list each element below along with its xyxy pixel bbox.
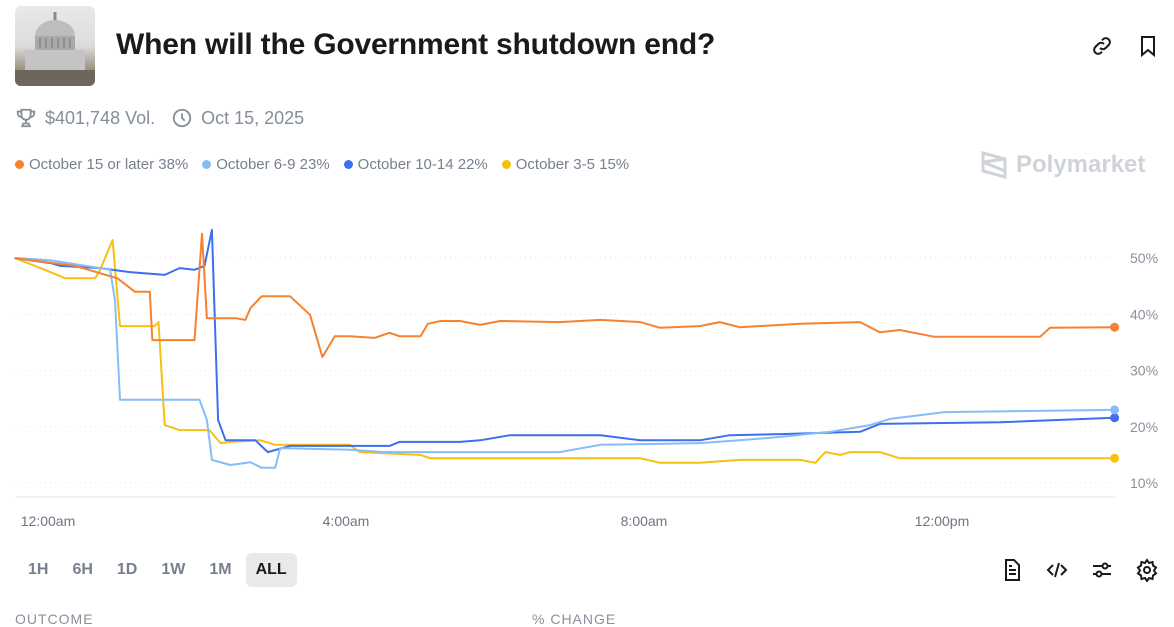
- legend-item: October 6-9 23%: [202, 156, 330, 173]
- series-line-october-3-5: [14, 239, 1115, 464]
- sliders-icon[interactable]: [1090, 558, 1114, 582]
- y-tick-label: 20%: [1130, 419, 1158, 435]
- legend-dot: [501, 160, 511, 169]
- bookmark-icon[interactable]: [1136, 34, 1160, 58]
- code-icon[interactable]: [1045, 558, 1069, 582]
- time-range-selector: 1H 6H 1D 1W 1M ALL: [18, 553, 297, 587]
- series-line-october-15-or-later: [14, 232, 1115, 358]
- legend-label: October 10-14 22%: [357, 156, 488, 173]
- series-end-dot: [1110, 322, 1120, 332]
- y-tick-label: 30%: [1130, 363, 1158, 379]
- legend-dot: [343, 160, 353, 169]
- volume: $401,748 Vol.: [45, 107, 156, 128]
- legend-label: October 6-9 23%: [216, 156, 330, 173]
- y-tick-label: 40%: [1130, 306, 1158, 322]
- range-button-all[interactable]: ALL: [245, 553, 297, 587]
- market-image: [15, 6, 95, 86]
- document-icon[interactable]: [1000, 558, 1024, 582]
- series-end-dot: [1110, 405, 1120, 415]
- page-title: When will the Government shutdown end?: [116, 28, 716, 61]
- range-button-1w[interactable]: 1W: [161, 561, 186, 578]
- series-end-dot: [1110, 453, 1120, 463]
- series-end-dot: [1110, 413, 1120, 423]
- y-tick-label: 10%: [1130, 475, 1158, 491]
- legend-item: October 3-5 15%: [501, 156, 630, 173]
- link-icon[interactable]: [1090, 34, 1114, 58]
- market-meta: $401,748 Vol. Oct 15, 2025: [15, 107, 304, 129]
- column-header-outcome: OUTCOME: [15, 611, 94, 627]
- legend-label: October 3-5 15%: [515, 156, 630, 173]
- series-line-october-6-9: [14, 257, 1115, 469]
- capitol-building-icon: [15, 12, 95, 86]
- series-line-october-10-14: [14, 228, 1115, 454]
- y-tick-label: 50%: [1130, 250, 1158, 266]
- legend-dot: [202, 160, 212, 169]
- range-button-1h[interactable]: 1H: [28, 561, 49, 578]
- polymarket-logo-icon: [981, 151, 1007, 179]
- brand-name: Polymarket: [1016, 151, 1146, 178]
- legend-dot: [15, 160, 24, 169]
- range-button-6h[interactable]: 6H: [72, 561, 93, 578]
- clock-icon: [172, 108, 192, 128]
- legend-item: October 10-14 22%: [343, 156, 488, 173]
- column-header-change[interactable]: % CHANGE: [532, 611, 617, 627]
- legend-item: October 15 or later 38%: [15, 156, 188, 173]
- end-date: Oct 15, 2025: [201, 107, 305, 128]
- legend-label: October 15 or later 38%: [29, 156, 189, 173]
- chart-legend: October 15 or later 38% October 6-9 23% …: [15, 156, 629, 173]
- gear-icon[interactable]: [1135, 558, 1159, 582]
- trophy-icon: [16, 108, 36, 128]
- x-tick-label: 12:00pm: [915, 513, 969, 529]
- x-tick-label: 4:00am: [323, 513, 370, 529]
- price-chart: 50% 40% 30% 20% 10% 12:00am 4:00am 8:00am 12:00…: [14, 228, 1158, 529]
- x-tick-label: 12:00am: [21, 513, 75, 529]
- range-button-1m[interactable]: 1M: [209, 561, 232, 578]
- range-button-1d[interactable]: 1D: [116, 561, 138, 578]
- polymarket-watermark: Polymarket: [980, 150, 1145, 180]
- x-tick-label: 8:00am: [621, 513, 668, 529]
